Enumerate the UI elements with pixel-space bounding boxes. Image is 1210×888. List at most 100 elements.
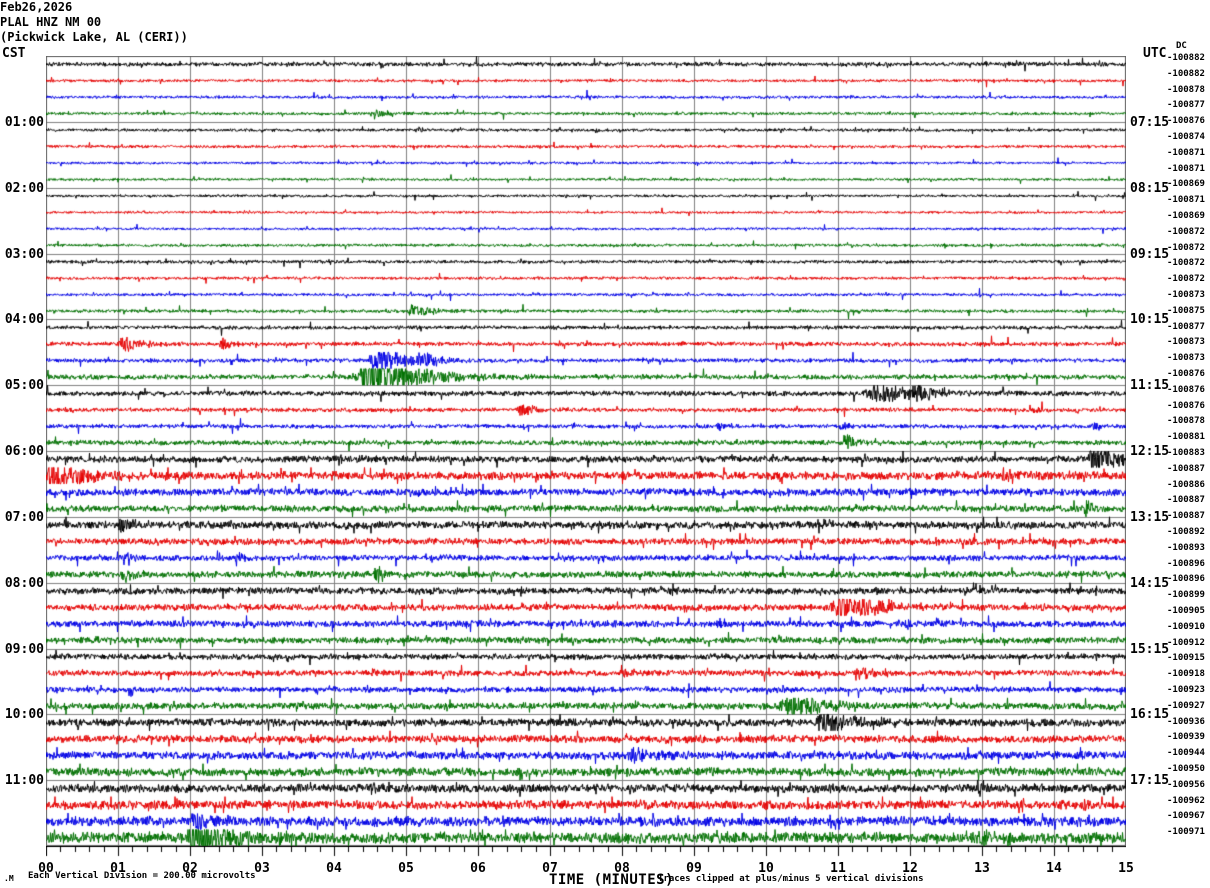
dc-value: -100915 bbox=[1167, 653, 1205, 664]
dc-value: -100886 bbox=[1167, 479, 1205, 490]
header-location: (Pickwick Lake, AL (CERI)) bbox=[0, 30, 188, 44]
dc-value: -100950 bbox=[1167, 764, 1205, 774]
dc-value: -100892 bbox=[1167, 527, 1205, 537]
right-hour-label: 08:15 bbox=[1130, 180, 1170, 196]
right-hour-label: 16:15 bbox=[1130, 707, 1170, 723]
left-hour-label: 02:00 bbox=[4, 180, 44, 196]
right-hour-label: 09:15 bbox=[1130, 246, 1170, 262]
dc-value: -100873 bbox=[1167, 290, 1205, 300]
left-hour-label: 04:00 bbox=[4, 312, 44, 328]
dc-value: -100873 bbox=[1167, 337, 1205, 348]
dc-column-header: DC bbox=[1176, 41, 1187, 51]
x-tick-label: 01 bbox=[110, 861, 126, 876]
dc-value: -100871 bbox=[1167, 195, 1205, 206]
left-hour-label: 07:00 bbox=[4, 509, 44, 525]
right-hour-label: 11:15 bbox=[1130, 378, 1170, 394]
dc-value: -100875 bbox=[1167, 305, 1205, 316]
dc-value: -100962 bbox=[1167, 795, 1205, 806]
dc-value: -100876 bbox=[1167, 369, 1205, 379]
corner-mark: .M bbox=[4, 874, 14, 883]
dc-value: -100912 bbox=[1167, 637, 1205, 648]
plot-header: Feb26,2026 PLAL HNZ NM 00 (Pickwick Lake… bbox=[0, 0, 1210, 45]
dc-value: -100881 bbox=[1167, 432, 1205, 443]
dc-value: -100893 bbox=[1167, 542, 1205, 553]
dc-value: -100882 bbox=[1167, 68, 1205, 79]
dc-value: -100878 bbox=[1167, 416, 1205, 427]
dc-value: -100871 bbox=[1167, 147, 1205, 158]
left-hour-label: 01:00 bbox=[4, 114, 44, 130]
dc-value: -100923 bbox=[1167, 685, 1205, 695]
x-tick-label: 00 bbox=[38, 861, 54, 876]
dc-value: -100872 bbox=[1167, 226, 1205, 237]
left-timezone-label: CST bbox=[2, 46, 26, 61]
right-timezone-label: UTC bbox=[1143, 46, 1167, 61]
x-tick-label: 08 bbox=[614, 861, 630, 876]
vertical-division-note: Each Vertical Division = 200.00 microvol… bbox=[28, 871, 256, 881]
dc-value: -100874 bbox=[1167, 132, 1205, 142]
x-axis-title: TIME (MINUTES) bbox=[549, 872, 675, 888]
x-tick-label: 02 bbox=[182, 861, 198, 876]
dc-value: -100876 bbox=[1167, 384, 1205, 395]
left-hour-label: 05:00 bbox=[4, 378, 44, 394]
seismogram-plot[interactable] bbox=[46, 56, 1126, 846]
dc-value: -100871 bbox=[1167, 163, 1205, 174]
right-hour-label: 10:15 bbox=[1130, 312, 1170, 328]
right-hour-label: 07:15 bbox=[1130, 114, 1170, 130]
dc-value: -100872 bbox=[1167, 274, 1205, 285]
dc-value: -100872 bbox=[1167, 258, 1205, 269]
header-date: Feb26,2026 bbox=[0, 0, 73, 14]
left-hour-label: 09:00 bbox=[4, 641, 44, 657]
x-tick-label: 12 bbox=[902, 861, 918, 876]
dc-value: -100876 bbox=[1167, 116, 1205, 127]
dc-value: -100971 bbox=[1167, 827, 1205, 838]
dc-value: -100936 bbox=[1167, 716, 1205, 727]
right-hour-label: 14:15 bbox=[1130, 575, 1170, 591]
dc-value: -100877 bbox=[1167, 100, 1205, 111]
x-tick-label: 11 bbox=[830, 861, 846, 876]
dc-value: -100918 bbox=[1167, 669, 1205, 680]
dc-value: -100876 bbox=[1167, 400, 1205, 411]
dc-value: -100896 bbox=[1167, 574, 1205, 585]
clip-note: Traces clipped at plus/minus 5 vertical … bbox=[658, 874, 924, 884]
x-tick-label: 09 bbox=[686, 861, 702, 876]
dc-value: -100872 bbox=[1167, 242, 1205, 253]
x-tick-label: 07 bbox=[542, 861, 558, 876]
dc-value: -100967 bbox=[1167, 811, 1205, 822]
dc-value: -100887 bbox=[1167, 511, 1205, 522]
dc-value: -100905 bbox=[1167, 606, 1205, 616]
dc-value: -100896 bbox=[1167, 558, 1205, 569]
dc-value: -100869 bbox=[1167, 179, 1205, 190]
dc-value: -100883 bbox=[1167, 448, 1205, 458]
dc-value: -100927 bbox=[1167, 700, 1205, 711]
dc-value: -100873 bbox=[1167, 353, 1205, 364]
dc-value: -100887 bbox=[1167, 463, 1205, 474]
dc-value: -100878 bbox=[1167, 84, 1205, 95]
left-hour-label: 11:00 bbox=[4, 773, 44, 789]
x-tick-label: 05 bbox=[398, 861, 414, 876]
x-tick-label: 13 bbox=[974, 861, 990, 876]
x-tick-label: 10 bbox=[758, 861, 774, 876]
left-hour-label: 10:00 bbox=[4, 707, 44, 723]
dc-value: -100956 bbox=[1167, 779, 1205, 790]
right-hour-label: 13:15 bbox=[1130, 509, 1170, 525]
header-station: PLAL HNZ NM 00 bbox=[0, 15, 102, 29]
left-hour-label: 03:00 bbox=[4, 246, 44, 262]
right-hour-label: 17:15 bbox=[1130, 773, 1170, 789]
dc-value: -100869 bbox=[1167, 211, 1205, 221]
dc-value: -100944 bbox=[1167, 748, 1205, 759]
dc-value: -100887 bbox=[1167, 495, 1205, 506]
dc-value: -100882 bbox=[1167, 53, 1205, 63]
left-hour-label: 08:00 bbox=[4, 575, 44, 591]
x-tick-label: 04 bbox=[326, 861, 342, 876]
x-axis-ticks bbox=[46, 846, 1126, 860]
right-hour-label: 15:15 bbox=[1130, 641, 1170, 657]
x-tick-label: 15 bbox=[1118, 861, 1134, 876]
seismogram-canvas[interactable] bbox=[46, 56, 1126, 846]
dc-value: -100899 bbox=[1167, 590, 1205, 601]
dc-value: -100939 bbox=[1167, 732, 1205, 743]
right-hour-label: 12:15 bbox=[1130, 444, 1170, 459]
x-tick-label: 03 bbox=[254, 861, 270, 876]
x-tick-label: 14 bbox=[1046, 861, 1062, 876]
x-tick-label: 06 bbox=[470, 861, 486, 876]
left-hour-label: 06:00 bbox=[4, 444, 44, 459]
